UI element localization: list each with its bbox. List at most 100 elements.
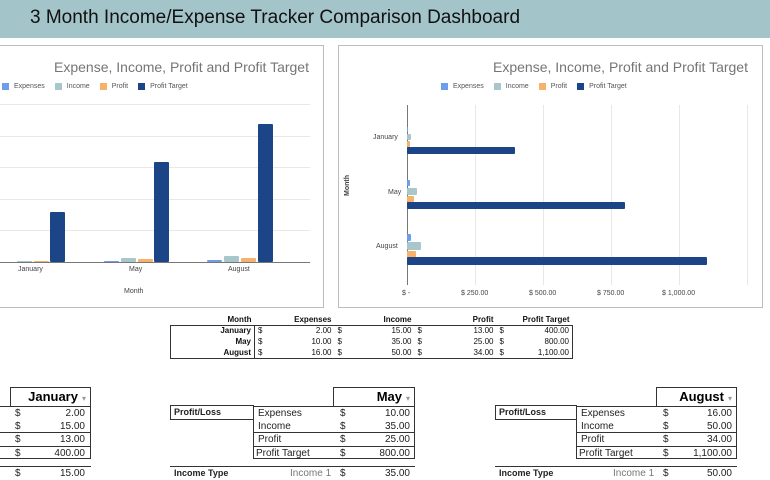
section-label-profit-loss: Profit/Loss <box>495 405 577 420</box>
chart-title: Expense, Income, Profit and Profit Targe… <box>54 59 309 75</box>
divider <box>0 446 91 447</box>
x-tick-label: $ 500.00 <box>529 290 557 297</box>
row-month: January <box>170 325 255 336</box>
legend-item-profit: Profit <box>99 83 128 90</box>
august-label-expenses: Expenses <box>581 408 625 419</box>
x-tick-label: $ 750.00 <box>597 290 625 297</box>
divider <box>253 432 415 433</box>
chevron-down-icon[interactable]: ▾ <box>81 394 86 403</box>
gridline <box>0 104 310 105</box>
chart-legend: Expenses Income Profit Profit Target <box>2 83 188 90</box>
january-income-value: 15.00 <box>59 421 85 432</box>
column-chart[interactable]: Expense, Income, Profit and Profit Targe… <box>0 45 324 308</box>
x-axis-title: Month <box>124 288 144 295</box>
legend-item-expenses: Expenses <box>441 83 484 90</box>
col-header-profit: Profit <box>472 314 494 324</box>
chart-legend: Expenses Income Profit Profit Target <box>441 83 627 90</box>
bar-january-income <box>17 261 32 262</box>
legend-item-expenses: Expenses <box>2 83 45 90</box>
table-row: August $16.00 $50.00 $34.00 $1,100.00 <box>170 347 573 358</box>
gridline <box>747 105 748 285</box>
cell-profit: 34.00 <box>473 347 494 357</box>
bar-may-expenses <box>407 180 410 186</box>
may-expenses-value: 10.00 <box>384 408 410 419</box>
gridline <box>679 105 680 285</box>
may-label-income: Income <box>258 421 291 432</box>
income-1-label: Income 1 <box>613 468 655 479</box>
august-label-profit: Profit <box>581 434 605 445</box>
january-target-value: 400.00 <box>54 448 85 459</box>
august-label-profit-target: Profit Target <box>579 448 633 459</box>
legend-item-income: Income <box>493 83 529 90</box>
col-header-expenses: Expenses <box>294 314 332 324</box>
summary-header-row: Month Expenses Income Profit Profit Targ… <box>171 314 573 325</box>
legend-item-profit: Profit <box>538 83 567 90</box>
bar-may-income <box>407 188 417 195</box>
cell-income: 50.00 <box>391 347 412 357</box>
divider <box>576 446 737 447</box>
y-axis <box>407 105 408 285</box>
x-tick-label: $ 1,000.00 <box>662 290 696 297</box>
cell-target: 800.00 <box>544 337 569 346</box>
y-tick-label: August <box>376 243 398 250</box>
august-label-income: Income <box>581 421 614 432</box>
y-axis-title: Month <box>344 175 351 196</box>
legend-item-income: Income <box>54 83 90 90</box>
table-row: January $2.00 $15.00 $13.00 $400.00 <box>170 325 573 336</box>
may-label-profit-target: Profit Target <box>256 448 310 459</box>
january-expenses-value: 2.00 <box>65 408 85 419</box>
bar-january-expenses <box>407 127 408 132</box>
may-label-profit: Profit <box>258 434 282 445</box>
row-month: May <box>170 336 255 347</box>
bar-august-income <box>407 242 421 250</box>
january-income-1-value: 15.00 <box>59 468 85 479</box>
col-header-month: Month <box>227 314 252 324</box>
divider <box>495 466 737 467</box>
gridline <box>0 136 310 137</box>
bar-august-expenses <box>207 260 222 262</box>
cell-expenses: 2.00 <box>315 326 332 336</box>
chevron-down-icon[interactable]: ▾ <box>405 394 410 403</box>
cell-target: 400.00 <box>544 326 569 336</box>
col-header-profit-target: Profit Target <box>522 314 570 324</box>
page-title: 3 Month Income/Expense Tracker Compariso… <box>30 7 521 28</box>
month-selector-may[interactable]: May ▾ <box>333 387 415 406</box>
x-tick-label: $ - <box>402 290 411 297</box>
cell-expenses: 16.00 <box>311 347 332 357</box>
cell-profit: 13.00 <box>473 326 494 336</box>
chevron-down-icon[interactable]: ▾ <box>727 394 732 403</box>
legend-item-profit-target: Profit Target <box>138 83 188 90</box>
august-income-1-value: 50.00 <box>706 468 732 479</box>
table-row: May $10.00 $35.00 $25.00 $800.00 <box>170 336 573 347</box>
may-profit-value: 25.00 <box>384 434 410 445</box>
section-label-profit-loss: Profit/Loss <box>170 405 254 420</box>
bar-january-profit-target <box>50 212 65 262</box>
bar-august-expenses <box>407 234 411 241</box>
bar-august-profit-target <box>258 124 273 262</box>
bar-january-profit <box>407 141 410 147</box>
summary-table: Month Expenses Income Profit Profit Targ… <box>170 314 573 359</box>
august-target-value: 1,100.00 <box>693 448 732 459</box>
august-profit-value: 34.00 <box>706 434 732 445</box>
bar-may-income <box>121 258 136 262</box>
divider <box>253 446 415 447</box>
divider <box>0 466 91 467</box>
gridline <box>543 105 544 285</box>
chart-title: Expense, Income, Profit and Profit Targe… <box>493 59 748 75</box>
bar-may-profit-target <box>154 162 169 262</box>
row-month: August <box>170 347 255 358</box>
month-selector-august[interactable]: August ▾ <box>656 387 737 406</box>
bar-august-income <box>224 256 239 262</box>
bar-january-income <box>407 134 411 140</box>
cell-income: 35.00 <box>391 337 412 346</box>
horizontal-bar-chart[interactable]: Expense, Income, Profit and Profit Targe… <box>338 45 763 308</box>
bar-may-profit <box>138 259 153 262</box>
cell-profit: 25.00 <box>473 337 494 346</box>
divider <box>0 432 91 433</box>
divider <box>170 466 415 467</box>
x-tick-label: May <box>129 266 143 273</box>
bar-january-profit <box>34 261 49 262</box>
income-type-label: Income Type <box>174 468 229 478</box>
bar-august-profit-target <box>407 257 707 265</box>
month-selector-january[interactable]: January ▾ <box>10 387 91 406</box>
